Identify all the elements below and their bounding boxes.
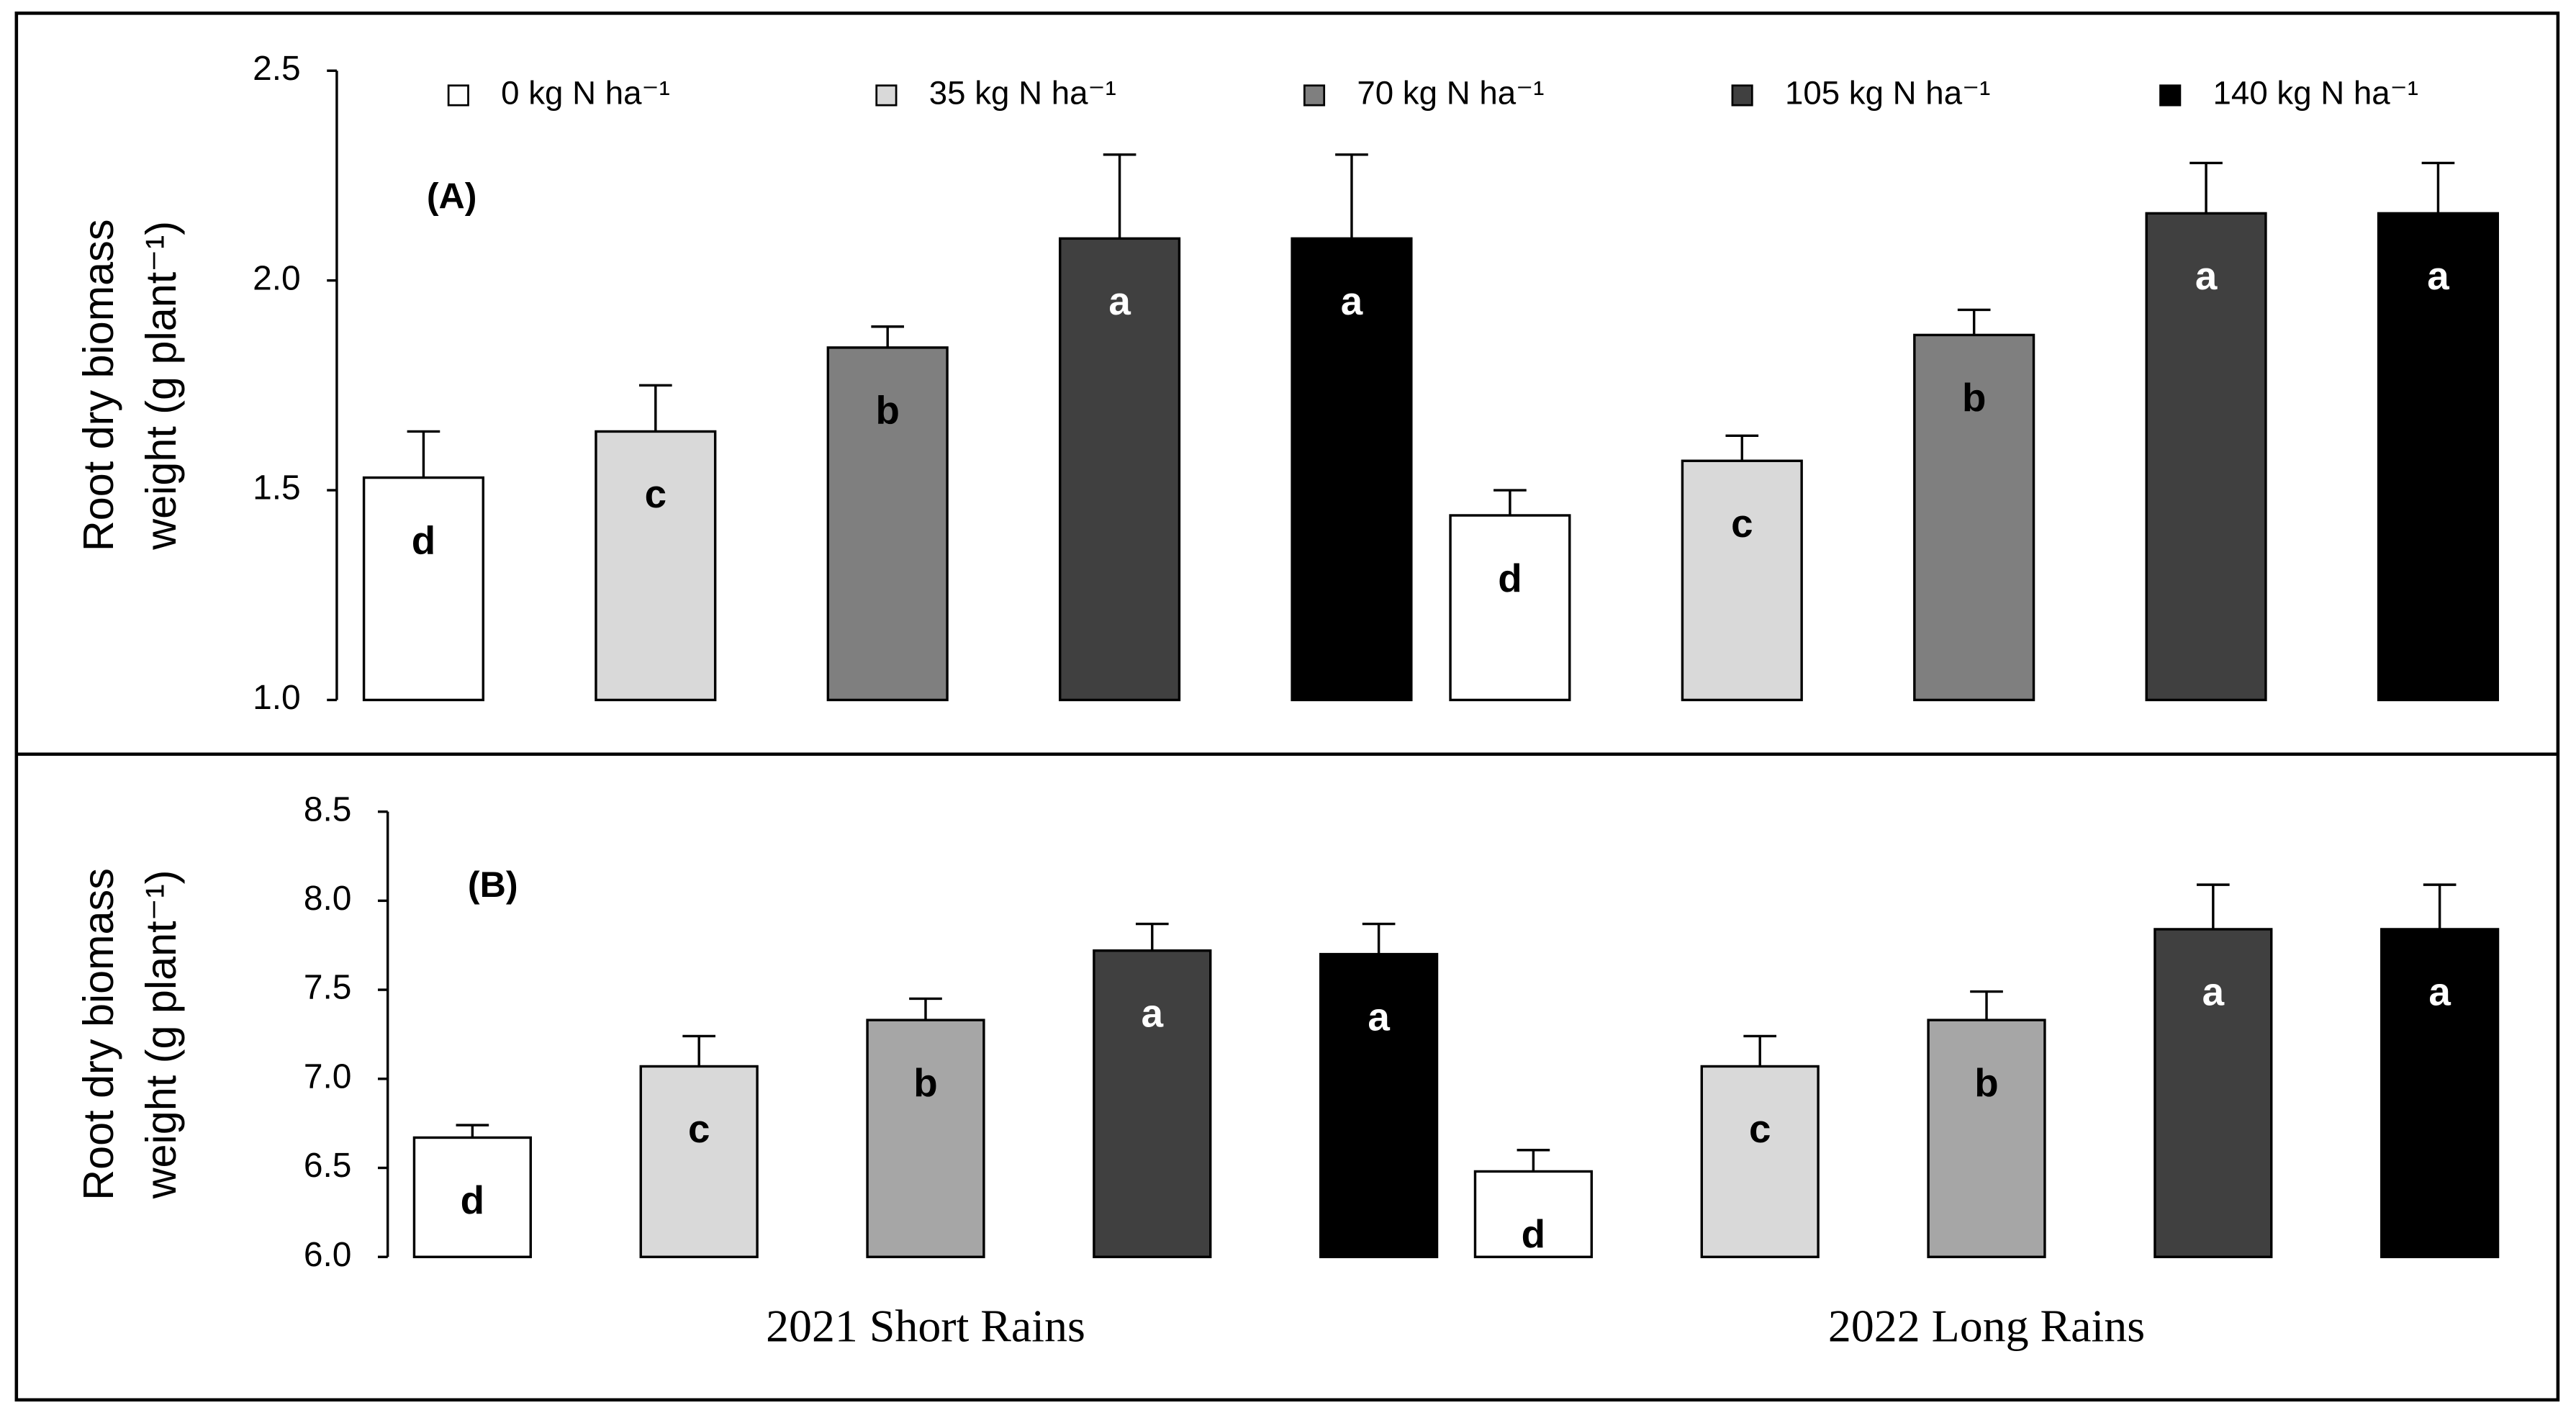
y-axis-label: weight (g plant⁻¹) [137,870,185,1200]
bar [1449,514,1571,702]
bar [1319,952,1439,1258]
legend-swatch [875,84,898,107]
bar [866,1019,985,1258]
bar [2145,212,2267,702]
bar [1093,949,1212,1258]
legend-label: 0 kg N ha⁻¹ [501,75,670,112]
x-category-label: 2021 Short Rains [766,1301,1085,1352]
bar [1059,237,1181,702]
bar [1913,333,2035,702]
x-category-label: 2022 Long Rains [1828,1301,2145,1352]
y-tick-label: 2.0 [253,259,301,297]
y-tick-label: 6.0 [304,1236,352,1274]
bar [1291,237,1413,702]
bar [826,346,949,702]
panel-label: (B) [468,864,518,905]
bar [1700,1065,1820,1258]
y-tick-label: 7.5 [304,969,352,1007]
legend-swatch [2159,84,2182,107]
significance-letter: a [2428,970,2451,1014]
legend-swatch [1303,84,1326,107]
significance-letter: a [1341,279,1363,323]
significance-letter: b [1974,1060,1998,1105]
significance-letter: a [2202,970,2225,1014]
significance-letter: c [1749,1106,1771,1151]
significance-letter: d [1522,1211,1545,1256]
y-axis-label: Root dry biomass [74,220,122,552]
significance-letter: c [688,1106,710,1151]
y-tick-label: 7.0 [304,1057,352,1096]
significance-letter: d [412,518,435,562]
bar [1927,1019,2046,1258]
bar [2154,928,2273,1258]
legend-swatch [1731,84,1753,107]
legend-label: 105 kg N ha⁻¹ [1785,75,1990,112]
significance-letter: a [1108,279,1131,323]
bar [1681,459,1803,702]
bar [362,476,485,702]
legend-label: 70 kg N ha⁻¹ [1357,75,1544,112]
y-tick-label: 8.5 [304,790,352,828]
y-tick-label: 1.5 [253,469,301,507]
bar [412,1136,532,1258]
significance-letter: a [2195,253,2218,298]
significance-letter: c [645,471,666,516]
significance-letter: a [1368,994,1390,1039]
y-axis-label: Root dry biomass [74,868,122,1201]
bar [639,1065,759,1258]
bar [2380,928,2500,1258]
y-tick-label: 8.0 [304,880,352,918]
significance-letter: a [1142,990,1164,1035]
significance-letter: d [1498,556,1522,600]
significance-letter: b [1962,375,1986,420]
legend-label: 35 kg N ha⁻¹ [929,75,1116,112]
y-tick-label: 6.5 [304,1147,352,1185]
significance-letter: d [461,1178,484,1222]
significance-letter: a [2427,253,2449,298]
panel-label: (A) [427,176,477,217]
significance-letter: b [875,388,899,433]
legend-swatch [447,84,469,107]
significance-letter: c [1731,501,1753,546]
bar [595,430,717,702]
y-tick-label: 1.0 [253,679,301,717]
y-tick-label: 2.5 [253,50,301,88]
bar [1473,1170,1594,1258]
bar [2377,212,2500,702]
significance-letter: b [913,1060,937,1105]
legend-label: 140 kg N ha⁻¹ [2213,75,2418,112]
y-axis-label: weight (g plant⁻¹) [137,221,185,551]
